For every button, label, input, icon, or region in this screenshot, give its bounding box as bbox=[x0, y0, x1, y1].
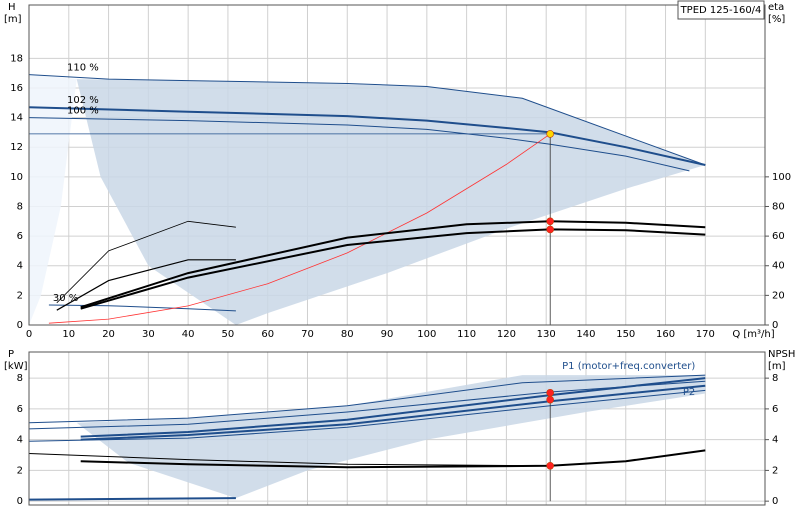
point bbox=[546, 217, 554, 226]
y-axis-label: P bbox=[8, 349, 14, 360]
y2-tick-label: 2 bbox=[772, 465, 778, 476]
y-tick-label: 6 bbox=[17, 231, 23, 242]
x-tick-label: 30 bbox=[142, 329, 155, 340]
y-axis-unit: [kW] bbox=[4, 361, 28, 372]
x-tick-label: 80 bbox=[341, 329, 354, 340]
curve bbox=[80, 228, 706, 310]
y2-tick-label: 0 bbox=[772, 320, 778, 331]
curve bbox=[48, 304, 236, 312]
y-tick-label: 8 bbox=[17, 201, 23, 212]
y2-axis-unit: [m] bbox=[768, 361, 786, 372]
y-tick-label: 0 bbox=[17, 320, 23, 331]
x-axis-label: Q [m³/h] bbox=[732, 329, 774, 340]
y-tick-label: 6 bbox=[17, 404, 23, 415]
point bbox=[546, 130, 554, 138]
curve-label: 102 % bbox=[67, 95, 99, 106]
x-tick-label: 130 bbox=[537, 329, 556, 340]
y-tick-label: 4 bbox=[17, 261, 23, 272]
point bbox=[546, 395, 554, 404]
x-tick-label: 170 bbox=[696, 329, 715, 340]
y-tick-label: 10 bbox=[10, 172, 23, 183]
y2-tick-label: 4 bbox=[772, 435, 778, 446]
curve bbox=[48, 133, 551, 324]
point bbox=[546, 388, 554, 397]
y-axis-unit: [m] bbox=[4, 14, 22, 25]
y2-axis-unit: [%] bbox=[768, 14, 785, 25]
title-box bbox=[677, 0, 765, 20]
curve bbox=[28, 497, 236, 501]
curve-label: 110 % bbox=[67, 63, 99, 74]
y2-tick-label: 0 bbox=[772, 496, 778, 507]
y2-tick-label: 60 bbox=[772, 231, 785, 242]
y-tick-label: 18 bbox=[10, 53, 23, 64]
curve bbox=[56, 220, 236, 304]
x-tick-label: 110 bbox=[457, 329, 476, 340]
curve-label: 30 % bbox=[53, 293, 78, 304]
y2-tick-label: 100 bbox=[772, 172, 791, 183]
y-tick-label: 12 bbox=[10, 142, 23, 153]
y2-tick-label: 20 bbox=[772, 290, 785, 301]
x-tick-label: 0 bbox=[26, 329, 32, 340]
curve-label: 100 % bbox=[67, 106, 99, 117]
y-tick-label: 2 bbox=[17, 290, 23, 301]
x-tick-label: 60 bbox=[261, 329, 274, 340]
x-tick-label: 120 bbox=[497, 329, 516, 340]
x-tick-label: 140 bbox=[576, 329, 595, 340]
curve bbox=[28, 380, 706, 430]
curve bbox=[28, 453, 551, 467]
curve bbox=[28, 389, 706, 442]
x-tick-label: 160 bbox=[656, 329, 675, 340]
curve bbox=[80, 449, 706, 469]
curve bbox=[28, 106, 706, 166]
x-tick-label: 10 bbox=[62, 329, 75, 340]
y2-tick-label: 8 bbox=[772, 373, 778, 384]
plot-frame bbox=[28, 351, 766, 506]
chart-title: TPED 125-160/4 bbox=[680, 5, 762, 16]
x-tick-label: 150 bbox=[616, 329, 635, 340]
y-tick-label: 0 bbox=[17, 496, 23, 507]
y2-tick-label: 40 bbox=[772, 261, 785, 272]
x-tick-label: 40 bbox=[182, 329, 195, 340]
x-tick-label: 70 bbox=[301, 329, 314, 340]
y2-axis-label: eta bbox=[768, 2, 784, 13]
y-tick-label: 2 bbox=[17, 465, 23, 476]
y2-tick-label: 6 bbox=[772, 404, 778, 415]
x-tick-label: 90 bbox=[381, 329, 394, 340]
curve bbox=[80, 384, 706, 441]
curve bbox=[80, 220, 706, 309]
area bbox=[29, 74, 77, 325]
point bbox=[546, 225, 554, 234]
y-axis-label: H bbox=[8, 2, 16, 13]
y-tick-label: 4 bbox=[17, 435, 23, 446]
curve-label: P1 (motor+freq.converter) bbox=[562, 361, 695, 372]
y2-tick-label: 80 bbox=[772, 201, 785, 212]
y-tick-label: 8 bbox=[17, 373, 23, 384]
plot-frame bbox=[28, 4, 766, 326]
point bbox=[546, 461, 554, 470]
curve bbox=[80, 377, 706, 438]
y-tick-label: 16 bbox=[10, 83, 23, 94]
y2-axis-label: NPSH bbox=[768, 349, 795, 360]
y-tick-label: 14 bbox=[10, 113, 23, 124]
x-tick-label: 20 bbox=[102, 329, 115, 340]
curve bbox=[56, 259, 236, 311]
x-tick-label: 50 bbox=[222, 329, 235, 340]
x-tick-label: 100 bbox=[417, 329, 436, 340]
curve bbox=[28, 374, 706, 424]
curve bbox=[28, 74, 706, 166]
